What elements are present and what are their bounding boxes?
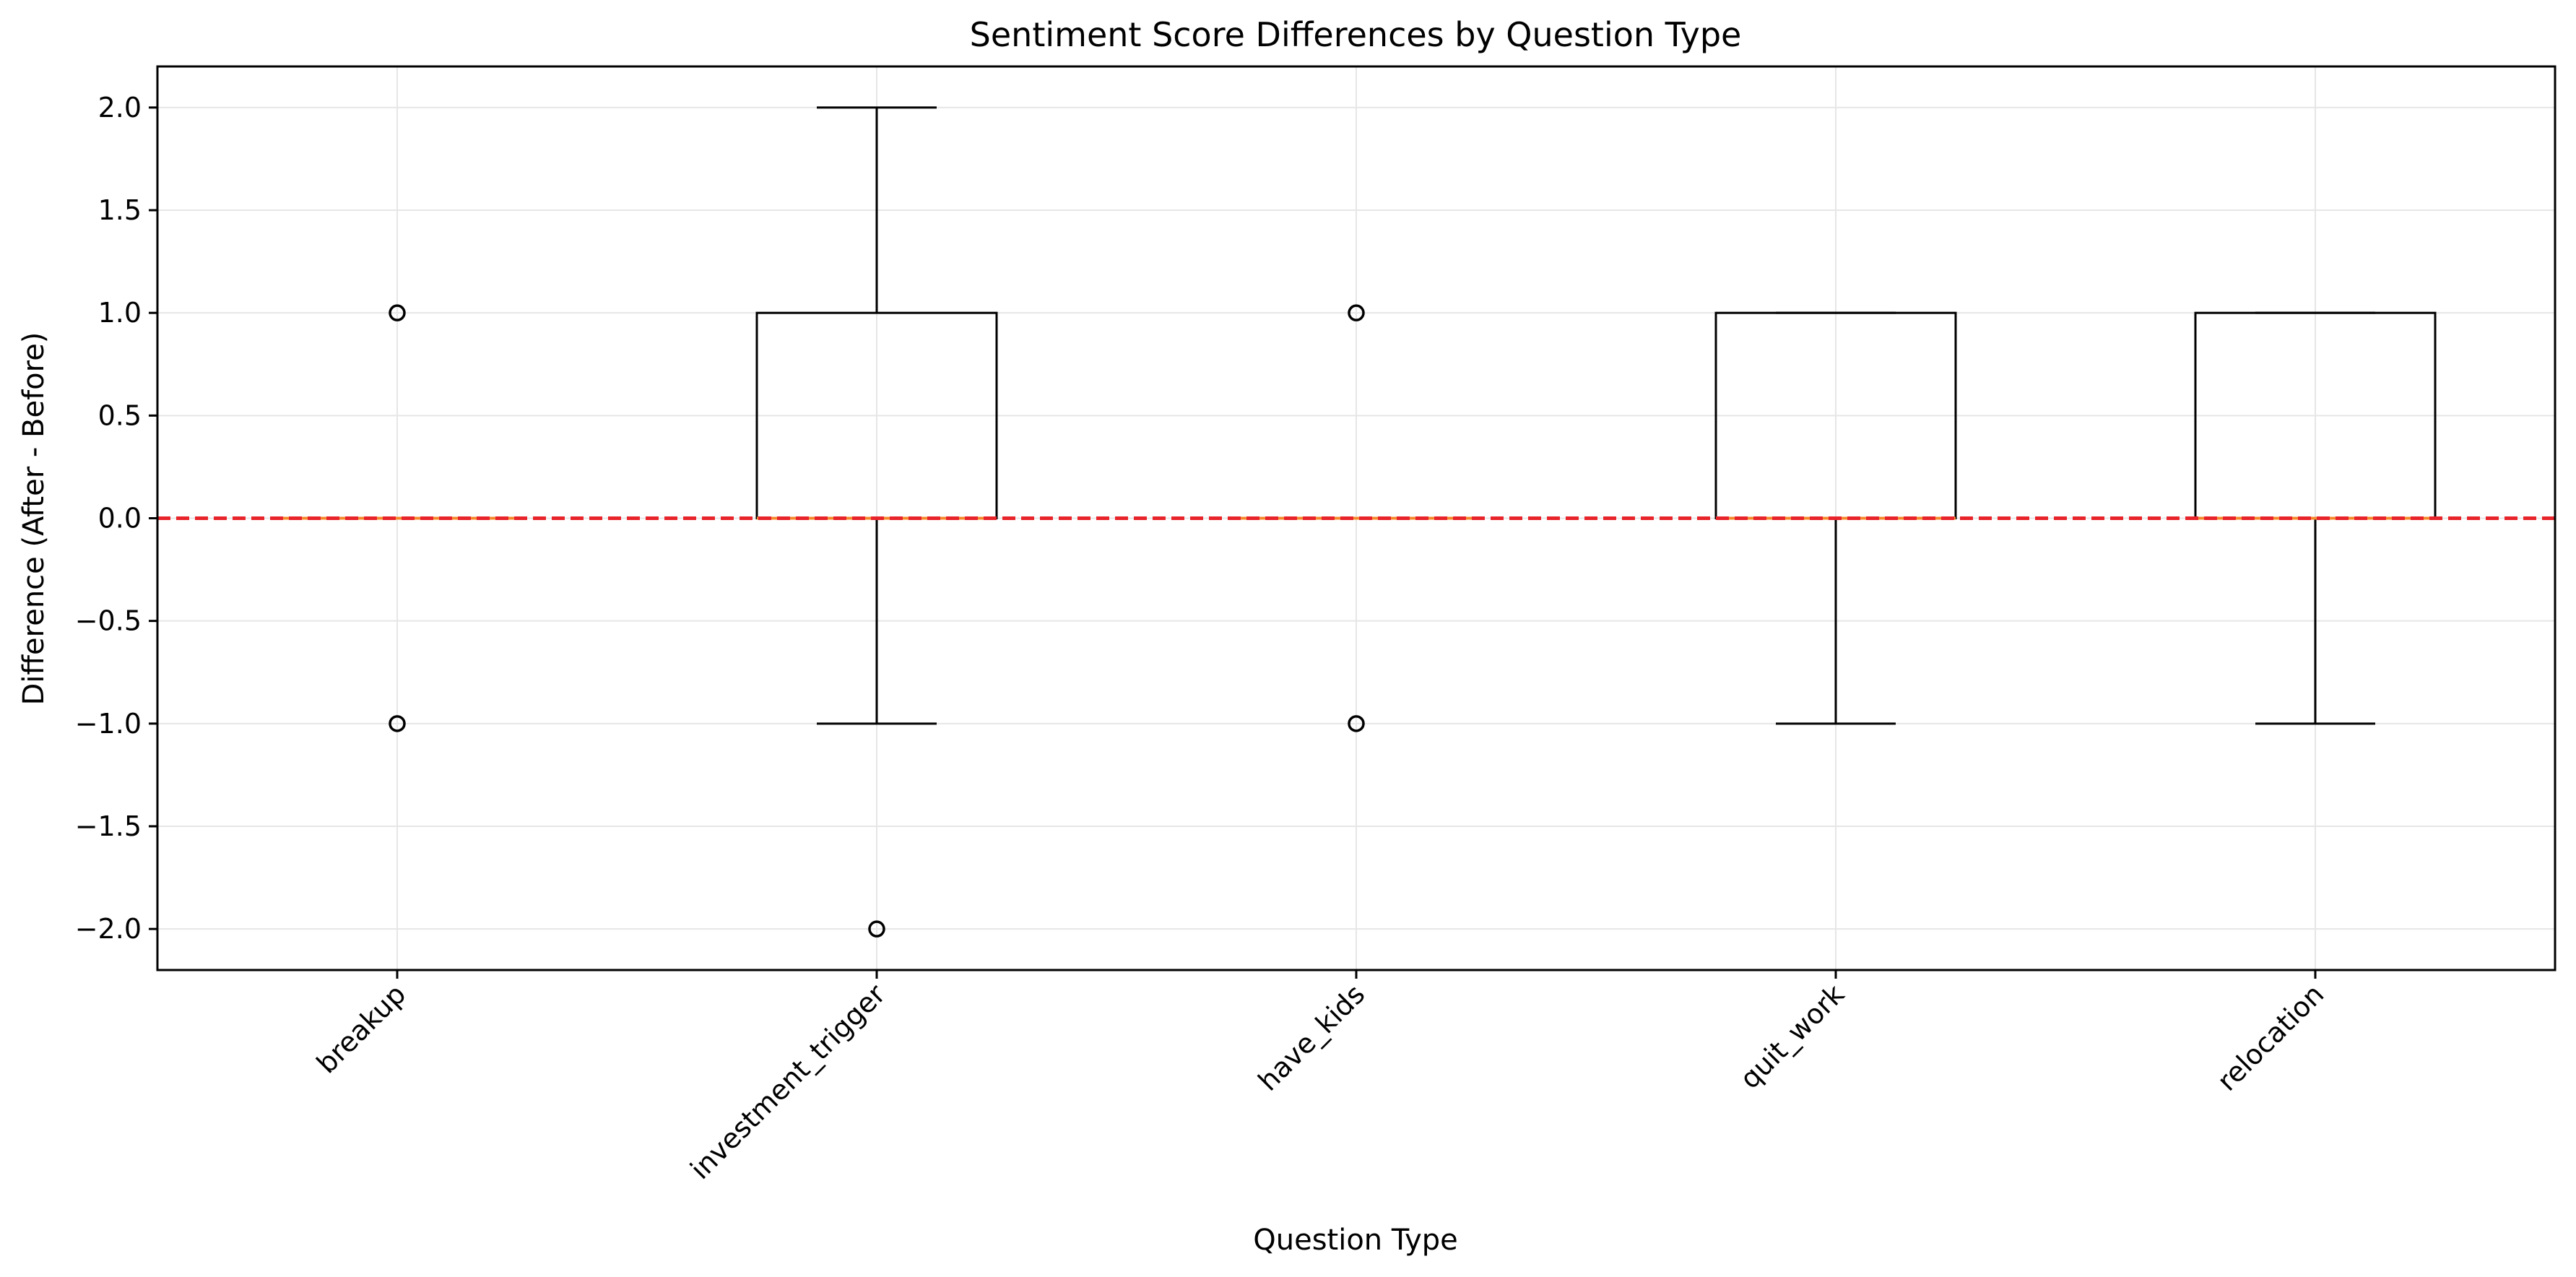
- chart-title: Sentiment Score Differences by Question …: [970, 15, 1742, 54]
- y-tick-label: 0.5: [98, 399, 142, 431]
- x-tick-label: have_kids: [1252, 978, 1371, 1097]
- axes: −2.0 −1.5 −1.0 −0.5 0.0 0.5 1.0 1.5 2.0 breakup in…: [75, 65, 2557, 1185]
- y-tick-label: 1.0: [98, 297, 142, 329]
- x-tick-label: breakup: [311, 978, 412, 1079]
- outlier-point: [389, 304, 406, 321]
- y-tick-label: 2.0: [98, 92, 142, 124]
- y-tick-label: −0.5: [75, 605, 142, 637]
- y-tick-label: −2.0: [75, 913, 142, 945]
- outlier-point: [1348, 715, 1365, 732]
- x-tick-label: quit_work: [1734, 978, 1851, 1095]
- x-tick-label: relocation: [2211, 978, 2330, 1097]
- y-tick-label: −1.0: [75, 708, 142, 740]
- outlier-point: [389, 715, 406, 732]
- outlier-point: [1348, 304, 1365, 321]
- x-axis-label: Question Type: [1253, 1224, 1458, 1257]
- x-tick-label: investment_trigger: [684, 978, 891, 1185]
- y-tick-label: −1.5: [75, 810, 142, 842]
- y-axis-label: Difference (After - Before): [17, 332, 51, 706]
- outlier-point: [868, 920, 885, 938]
- y-tick-label: 0.0: [98, 503, 142, 534]
- y-tick-label: 1.5: [98, 194, 142, 226]
